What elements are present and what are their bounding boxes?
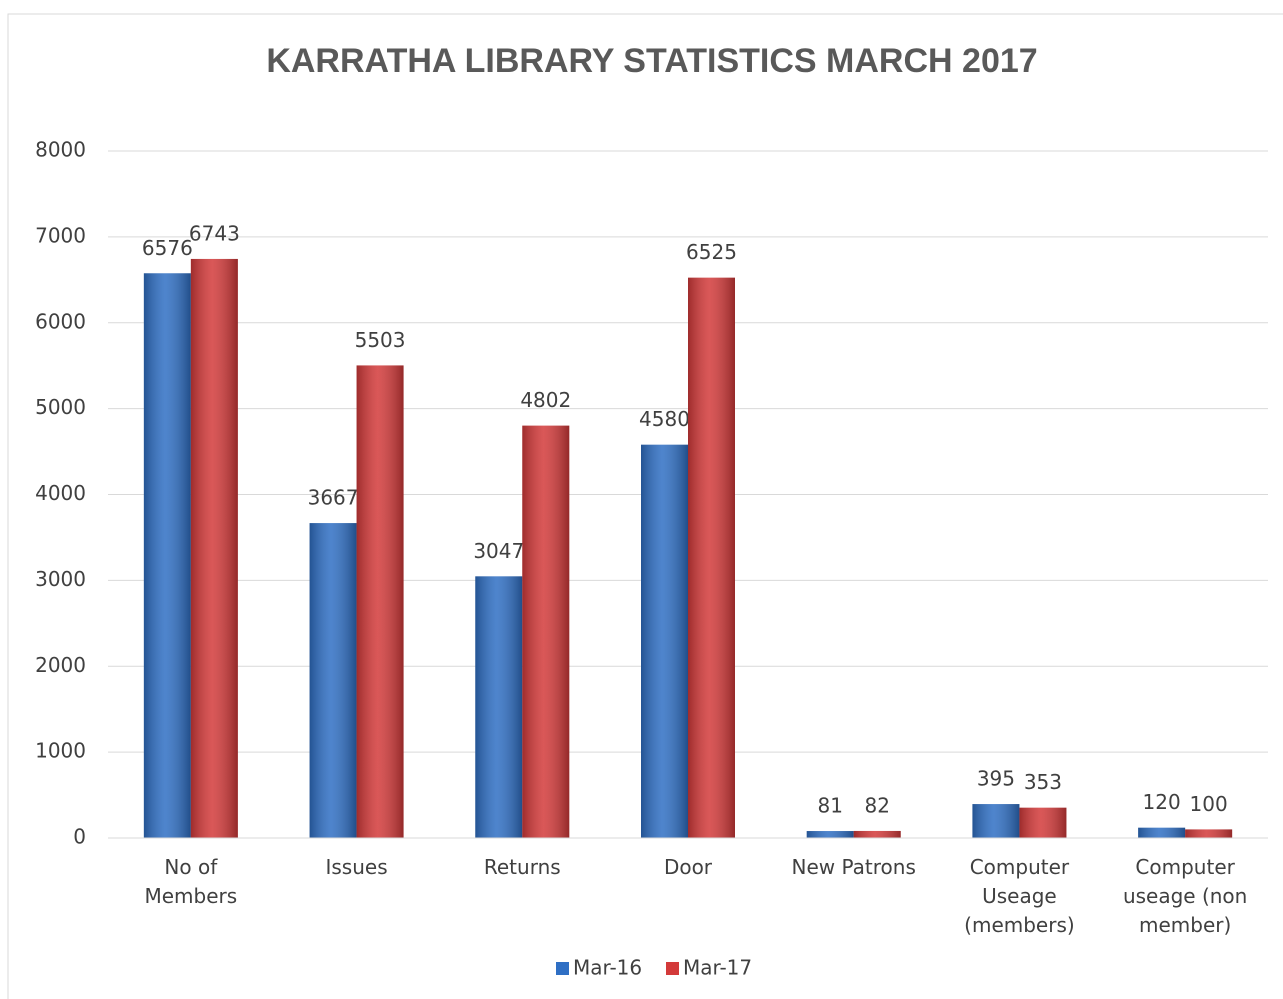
x-tick-label: Computer useage (non member) [1122,855,1248,937]
y-tick-label: 2000 [35,653,86,677]
data-label: 5503 [355,328,406,352]
x-tick-label: No of Members [144,855,238,908]
data-label: 4580 [639,407,690,431]
data-label: 82 [864,793,889,817]
y-tick-label: 4000 [35,481,86,505]
data-label: 395 [977,767,1015,791]
y-tick-label: 8000 [35,138,86,162]
bar-shade [309,523,357,838]
bar-shade [1138,827,1186,838]
bar-shade [806,831,854,838]
y-tick-label: 3000 [35,567,86,591]
bar-shade [972,804,1020,838]
bar-shade [1185,829,1233,838]
bar-shade [641,444,688,838]
bar-shade [522,425,570,838]
data-label: 6525 [686,240,737,264]
bar-shade [853,830,901,838]
bar-shade [1019,807,1067,838]
x-tick-label: Returns [483,855,561,879]
bar-shade [190,258,238,838]
y-tick-label: 0 [73,825,86,849]
data-label: 120 [1143,790,1181,814]
y-tick-label: 6000 [35,309,86,333]
bar-shade [356,365,404,838]
data-label: 81 [817,794,842,818]
data-label: 353 [1024,770,1062,794]
bar-shade [475,576,523,838]
x-tick-label: Door [663,855,713,879]
bar-shade [688,277,735,838]
data-label: 4802 [520,388,571,412]
y-tick-label: 7000 [35,223,86,247]
bar-shade [143,273,191,838]
legend-label: Mar-16 [573,956,642,980]
y-tick-label: 1000 [35,739,86,763]
data-label: 6743 [189,221,240,245]
legend-label: Mar-17 [683,956,752,980]
legend-swatch [556,962,569,975]
chart-border [7,13,1283,999]
data-label: 3667 [308,486,359,510]
x-tick-label: Issues [325,855,388,879]
y-tick-label: 5000 [35,395,86,419]
chart-title: KARRATHA LIBRARY STATISTICS MARCH 2017 [266,42,1037,80]
data-label: 3047 [473,539,524,563]
legend-swatch [666,962,679,975]
x-tick-label: New Patrons [791,855,916,879]
x-tick-label: Computer Useage (members) [964,855,1075,937]
data-label: 100 [1190,792,1228,816]
data-label: 6576 [142,236,193,260]
